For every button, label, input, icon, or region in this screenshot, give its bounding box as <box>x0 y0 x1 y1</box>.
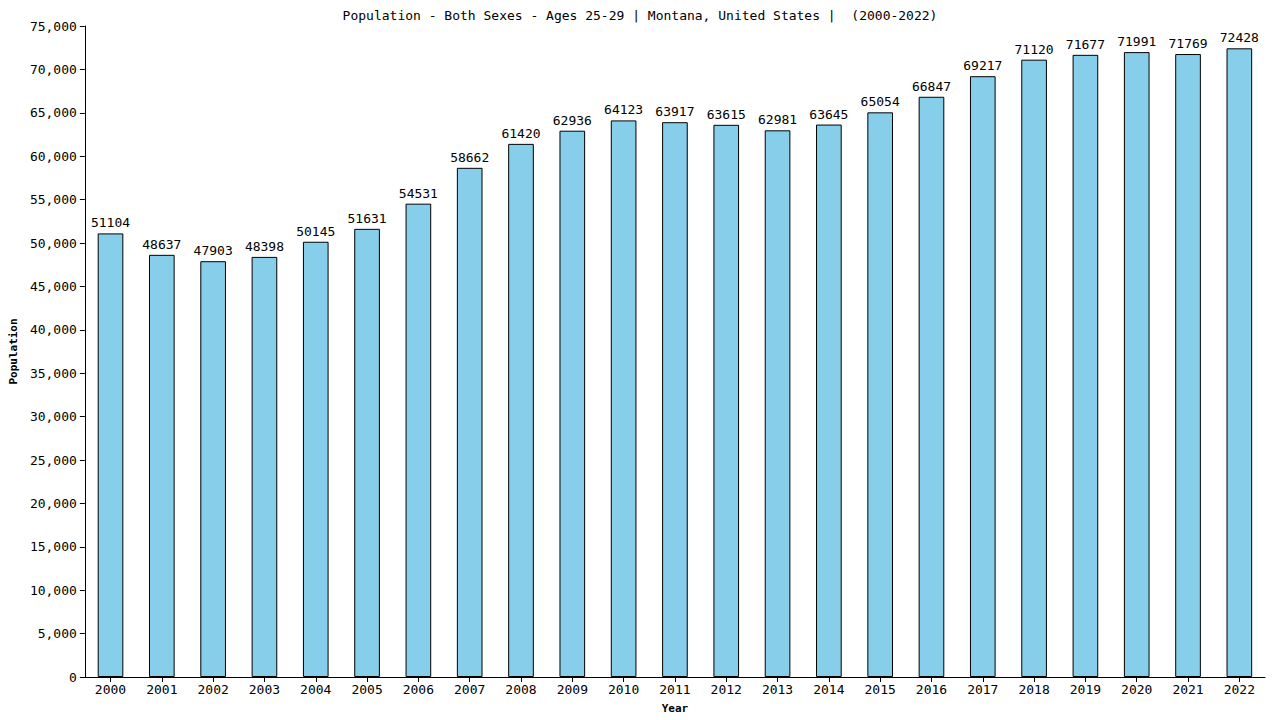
svg-text:48398: 48398 <box>245 239 284 254</box>
svg-text:2016: 2016 <box>916 682 947 697</box>
svg-text:2003: 2003 <box>249 682 280 697</box>
svg-text:71677: 71677 <box>1066 37 1105 52</box>
svg-text:55,000: 55,000 <box>30 192 77 207</box>
svg-text:75,000: 75,000 <box>30 19 77 34</box>
svg-text:45,000: 45,000 <box>30 279 77 294</box>
svg-text:61420: 61420 <box>501 126 540 141</box>
svg-text:70,000: 70,000 <box>30 62 77 77</box>
svg-text:2001: 2001 <box>146 682 177 697</box>
svg-text:2020: 2020 <box>1121 682 1152 697</box>
svg-text:63645: 63645 <box>809 107 848 122</box>
svg-text:50145: 50145 <box>296 224 335 239</box>
svg-text:63615: 63615 <box>707 107 746 122</box>
svg-text:2021: 2021 <box>1172 682 1203 697</box>
svg-text:2004: 2004 <box>300 682 331 697</box>
svg-text:62936: 62936 <box>553 113 592 128</box>
svg-text:65,000: 65,000 <box>30 105 77 120</box>
svg-text:58662: 58662 <box>450 150 489 165</box>
svg-text:71120: 71120 <box>1015 42 1054 57</box>
svg-text:2007: 2007 <box>454 682 485 697</box>
svg-text:15,000: 15,000 <box>30 539 77 554</box>
svg-text:2010: 2010 <box>608 682 639 697</box>
svg-text:2013: 2013 <box>762 682 793 697</box>
svg-text:20,000: 20,000 <box>30 496 77 511</box>
svg-text:25,000: 25,000 <box>30 453 77 468</box>
svg-text:2011: 2011 <box>659 682 690 697</box>
svg-text:71769: 71769 <box>1168 36 1207 51</box>
svg-text:10,000: 10,000 <box>30 583 77 598</box>
svg-text:63917: 63917 <box>655 104 694 119</box>
svg-text:72428: 72428 <box>1220 30 1259 45</box>
svg-text:54531: 54531 <box>399 186 438 201</box>
svg-text:30,000: 30,000 <box>30 409 77 424</box>
svg-text:5,000: 5,000 <box>38 626 77 641</box>
svg-text:2002: 2002 <box>197 682 228 697</box>
svg-text:51104: 51104 <box>91 215 130 230</box>
svg-text:2018: 2018 <box>1018 682 1049 697</box>
svg-text:2000: 2000 <box>95 682 126 697</box>
svg-text:60,000: 60,000 <box>30 149 77 164</box>
svg-text:2015: 2015 <box>865 682 896 697</box>
svg-text:40,000: 40,000 <box>30 322 77 337</box>
svg-text:2019: 2019 <box>1070 682 1101 697</box>
svg-text:64123: 64123 <box>604 102 643 117</box>
svg-text:69217: 69217 <box>963 58 1002 73</box>
svg-text:2008: 2008 <box>505 682 536 697</box>
svg-text:2009: 2009 <box>557 682 588 697</box>
svg-text:50,000: 50,000 <box>30 236 77 251</box>
svg-text:2014: 2014 <box>813 682 844 697</box>
svg-text:66847: 66847 <box>912 79 951 94</box>
svg-text:2022: 2022 <box>1224 682 1255 697</box>
svg-text:65054: 65054 <box>861 94 900 109</box>
svg-text:48637: 48637 <box>142 237 181 252</box>
svg-text:2006: 2006 <box>403 682 434 697</box>
svg-text:0: 0 <box>69 670 77 685</box>
svg-text:62981: 62981 <box>758 112 797 127</box>
svg-text:47903: 47903 <box>194 243 233 258</box>
svg-text:2017: 2017 <box>967 682 998 697</box>
svg-text:51631: 51631 <box>347 211 386 226</box>
svg-text:2012: 2012 <box>711 682 742 697</box>
svg-text:35,000: 35,000 <box>30 366 77 381</box>
svg-text:Year: Year <box>662 702 689 715</box>
svg-text:71991: 71991 <box>1117 34 1156 49</box>
svg-text:2005: 2005 <box>351 682 382 697</box>
svg-text:Population: Population <box>7 318 20 384</box>
svg-text:Population - Both Sexes - Ages: Population - Both Sexes - Ages 25-29 | M… <box>343 8 938 23</box>
